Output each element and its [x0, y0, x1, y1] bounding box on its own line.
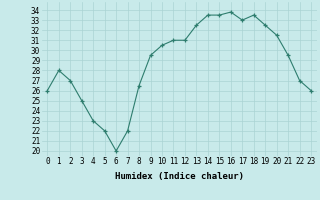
X-axis label: Humidex (Indice chaleur): Humidex (Indice chaleur) — [115, 172, 244, 181]
